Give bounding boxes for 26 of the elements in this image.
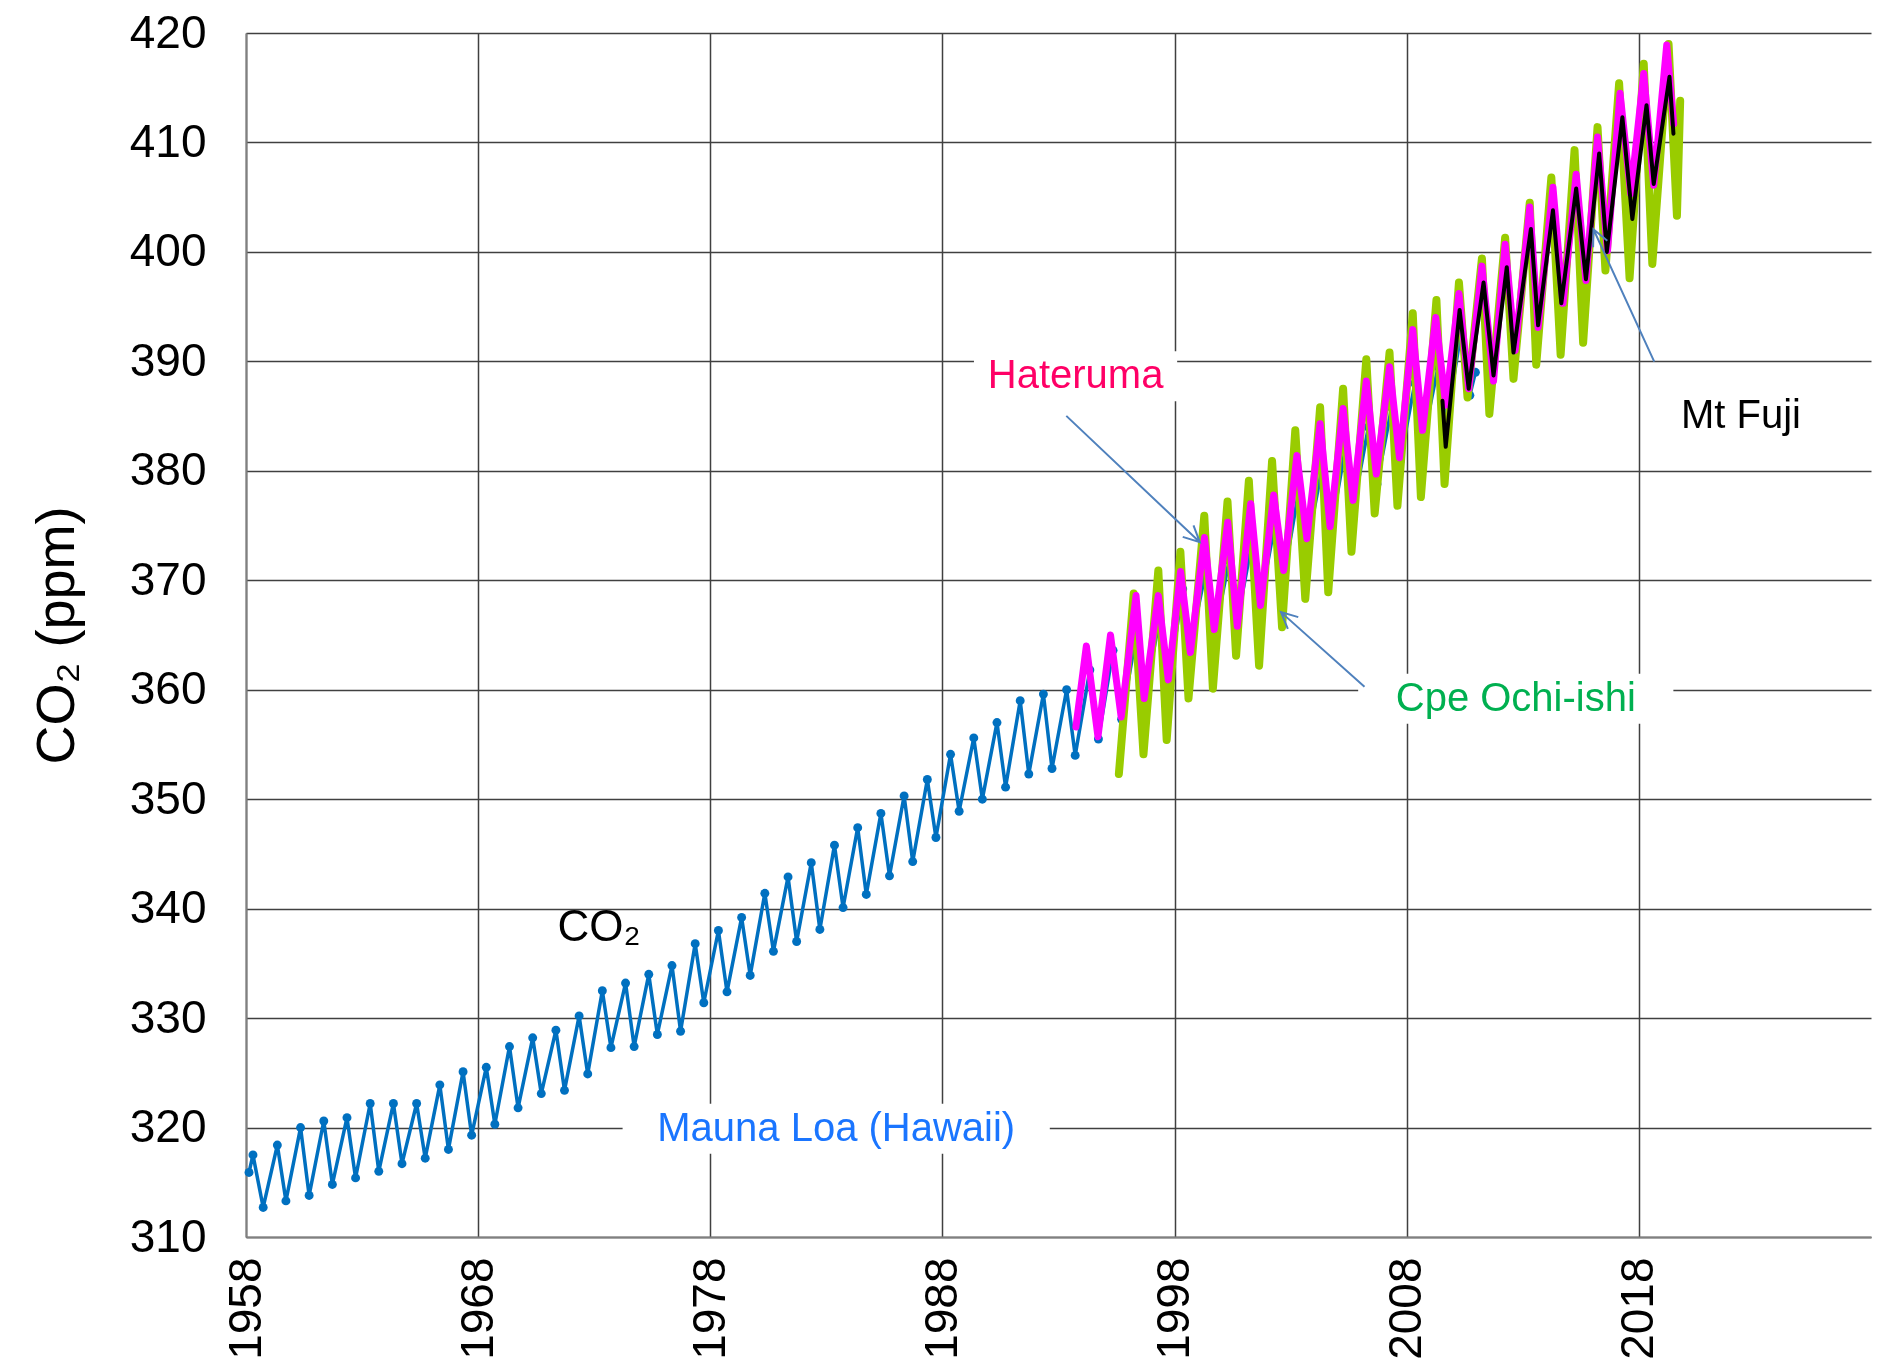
x-tick-label: 2018 — [1611, 1257, 1664, 1360]
x-tick-label: 1978 — [682, 1257, 735, 1360]
x-tick-label: 1958 — [218, 1257, 271, 1360]
y-tick-label: 340 — [129, 881, 207, 934]
text: Hateruma — [987, 352, 1165, 397]
line-series — [1440, 74, 1676, 449]
y-tick-label: 380 — [129, 443, 207, 496]
y-tick-label: 410 — [129, 114, 207, 167]
y-tick-label: 420 — [129, 5, 207, 58]
y-tick-label: 370 — [129, 552, 207, 605]
y-tick-label: 310 — [129, 1209, 207, 1262]
y-tick-label: 360 — [129, 662, 207, 715]
y-axis-title: CO₂ (ppm) — [24, 506, 85, 765]
y-tick-label: 400 — [129, 224, 207, 277]
series-label: Mauna Loa (Hawaii) — [657, 1104, 1016, 1149]
y-tick-label: 350 — [129, 771, 207, 824]
y-tick-label: 320 — [129, 1100, 207, 1153]
x-tick-label: 2008 — [1379, 1257, 1432, 1360]
y-tick-label: 390 — [129, 333, 207, 386]
annotation: CO₂ — [557, 900, 641, 950]
y-tick-label: 330 — [129, 990, 207, 1043]
text: Cpe Ochi-ishi — [1395, 674, 1636, 719]
x-tick-label: 1968 — [450, 1257, 503, 1360]
x-tick-label: 1998 — [1147, 1257, 1200, 1360]
x-tick-label: 1988 — [914, 1257, 967, 1360]
text: Mt Fuji — [1681, 391, 1801, 436]
